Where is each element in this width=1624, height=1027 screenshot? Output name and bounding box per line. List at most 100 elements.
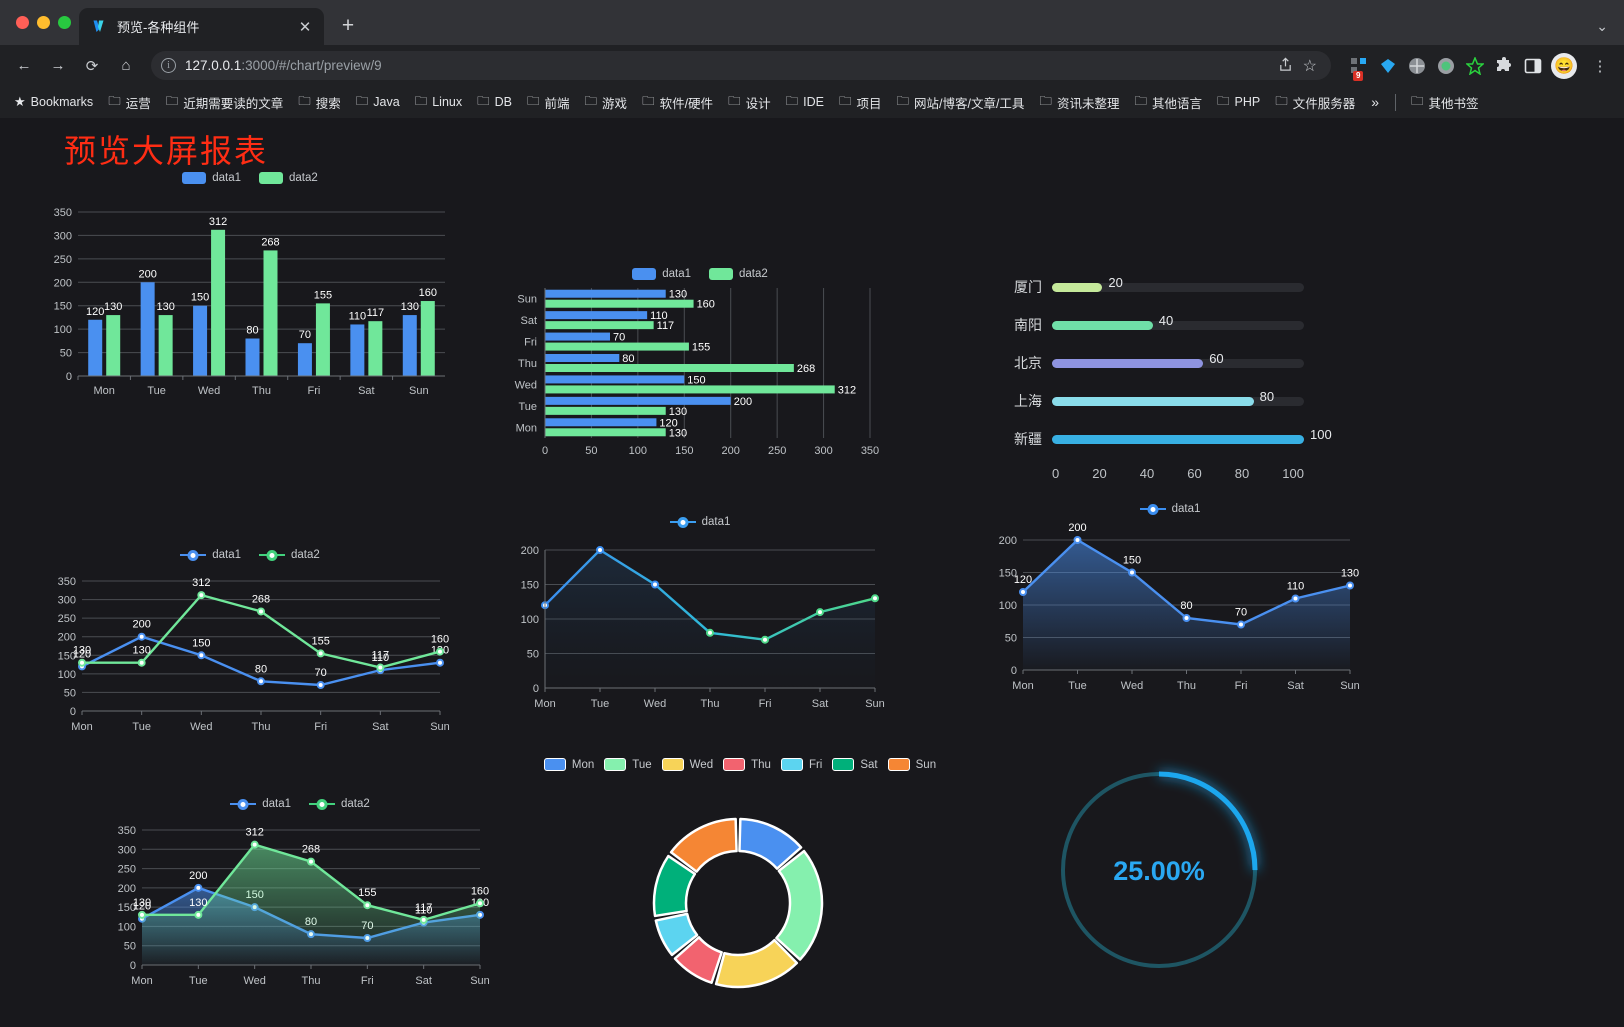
data-point[interactable]	[596, 546, 604, 554]
data-point[interactable]	[476, 899, 484, 908]
data-point[interactable]	[137, 658, 146, 667]
data-point[interactable]	[436, 658, 444, 667]
bar[interactable]	[545, 418, 657, 427]
bar[interactable]	[545, 406, 666, 415]
bar[interactable]	[193, 305, 208, 376]
share-icon[interactable]	[1278, 57, 1293, 75]
bookmark-folder[interactable]: 🗀 文件服务器	[1269, 88, 1361, 117]
bookmark-folder[interactable]: 🗀 网站/博客/文章/工具	[890, 88, 1030, 117]
data-point[interactable]	[376, 663, 385, 672]
pie-slice[interactable]	[654, 912, 699, 957]
bar[interactable]	[211, 229, 226, 376]
gray-circle-extension-icon[interactable]	[1406, 55, 1428, 77]
data-point[interactable]	[137, 632, 146, 641]
progress-row[interactable]: 南阳 40	[1000, 306, 1380, 344]
legend-item-data1[interactable]: data1	[632, 268, 691, 280]
bar[interactable]	[545, 396, 731, 405]
diamond-extension-icon[interactable]	[1377, 55, 1399, 77]
data-point[interactable]	[257, 607, 265, 616]
bar[interactable]	[545, 385, 835, 394]
bar[interactable]	[88, 319, 103, 376]
legend-item-data1[interactable]: data1	[230, 798, 291, 810]
data-point[interactable]	[1019, 588, 1027, 596]
data-point[interactable]	[816, 608, 824, 617]
legend-item-fri[interactable]: Fri	[780, 758, 822, 771]
bookmark-folder[interactable]: 🗀 Linux	[409, 88, 468, 117]
legend-item-data1[interactable]: data1	[182, 172, 241, 184]
pie-slice[interactable]	[652, 854, 697, 918]
data-point[interactable]	[138, 910, 146, 919]
data-point[interactable]	[316, 681, 325, 689]
data-point[interactable]	[1073, 536, 1082, 544]
legend-item-tue[interactable]: Tue	[604, 758, 652, 771]
back-button[interactable]: ←	[16, 57, 32, 74]
maximize-window-button[interactable]	[58, 16, 71, 29]
bar[interactable]	[158, 315, 173, 376]
bookmark-folder[interactable]: 🗀 搜索	[292, 88, 347, 117]
data-point[interactable]	[419, 915, 428, 924]
data-point[interactable]	[871, 594, 879, 603]
legend-item-data2[interactable]: data2	[259, 172, 318, 184]
bookmark-folder[interactable]: 🗀 运营	[102, 88, 157, 117]
bar[interactable]	[297, 343, 312, 376]
chrome-menu-button[interactable]: ⋮	[1592, 57, 1608, 75]
bar[interactable]	[545, 342, 689, 351]
bar[interactable]	[245, 338, 260, 376]
pie-slice[interactable]	[775, 849, 824, 961]
green-dot-extension-icon[interactable]	[1435, 55, 1457, 77]
pie-slice[interactable]	[673, 936, 723, 984]
bookmarks-root-item[interactable]: ★ Bookmarks	[8, 90, 99, 114]
close-window-button[interactable]	[16, 16, 29, 29]
legend-item-wed[interactable]: Wed	[661, 758, 713, 771]
data-point[interactable]	[651, 580, 659, 589]
new-tab-button[interactable]: +	[341, 14, 355, 37]
data-point[interactable]	[1182, 614, 1191, 622]
bookmark-folder[interactable]: 🗀 游戏	[579, 88, 634, 117]
progress-row[interactable]: 北京 60	[1000, 344, 1380, 382]
legend-item-mon[interactable]: Mon	[543, 758, 594, 771]
green-star-extension-icon[interactable]	[1464, 55, 1486, 77]
bar[interactable]	[545, 375, 685, 384]
bar[interactable]	[545, 354, 620, 362]
bar[interactable]	[545, 299, 694, 308]
data-point[interactable]	[363, 901, 372, 910]
data-point[interactable]	[1128, 568, 1136, 577]
bookmark-folder[interactable]: 🗀 项目	[833, 88, 888, 117]
data-point[interactable]	[194, 883, 203, 892]
legend-item-data1[interactable]: data1	[1139, 503, 1200, 515]
bar[interactable]	[545, 364, 794, 372]
bookmarks-overflow-button[interactable]: »	[1371, 94, 1380, 110]
grid-extension-icon[interactable]: 9	[1348, 55, 1370, 81]
pie-slice[interactable]	[738, 817, 803, 870]
puzzle-extensions-icon[interactable]	[1493, 55, 1515, 77]
bookmark-folder[interactable]: 🗀 DB	[471, 88, 518, 117]
bookmark-folder[interactable]: 🗀 设计	[722, 88, 777, 117]
pie-slice[interactable]	[714, 938, 799, 989]
data-point[interactable]	[1291, 594, 1300, 603]
data-point[interactable]	[1237, 620, 1245, 629]
other-bookmarks-folder[interactable]: 🗀 其他书签	[1405, 88, 1485, 117]
close-tab-button[interactable]: ✕	[298, 18, 312, 36]
data-point[interactable]	[1346, 581, 1354, 590]
sidepanel-icon[interactable]	[1522, 55, 1544, 77]
data-point[interactable]	[257, 677, 265, 686]
address-bar[interactable]: i 127.0.0.1:3000/#/chart/preview/9 ☆	[151, 51, 1331, 80]
bar[interactable]	[263, 250, 278, 376]
legend-item-data2[interactable]: data2	[309, 798, 370, 810]
home-button[interactable]: ⌂	[121, 57, 131, 74]
data-point[interactable]	[194, 910, 203, 919]
bookmark-folder[interactable]: 🗀 资讯未整理	[1033, 88, 1125, 117]
bookmark-folder[interactable]: 🗀 IDE	[780, 88, 830, 117]
bar[interactable]	[545, 289, 666, 298]
bar[interactable]	[350, 324, 365, 376]
bar[interactable]	[545, 332, 610, 341]
site-info-icon[interactable]: i	[161, 58, 176, 73]
progress-row[interactable]: 厦门 20	[1000, 268, 1380, 306]
data-point[interactable]	[761, 635, 769, 644]
data-point[interactable]	[307, 857, 315, 866]
legend-item-sun[interactable]: Sun	[887, 758, 936, 771]
bookmark-folder[interactable]: 🗀 前端	[521, 88, 576, 117]
legend-item-thu[interactable]: Thu	[723, 758, 771, 771]
browser-tab[interactable]: 预览-各种组件 ✕	[79, 8, 324, 45]
bar[interactable]	[420, 301, 435, 376]
